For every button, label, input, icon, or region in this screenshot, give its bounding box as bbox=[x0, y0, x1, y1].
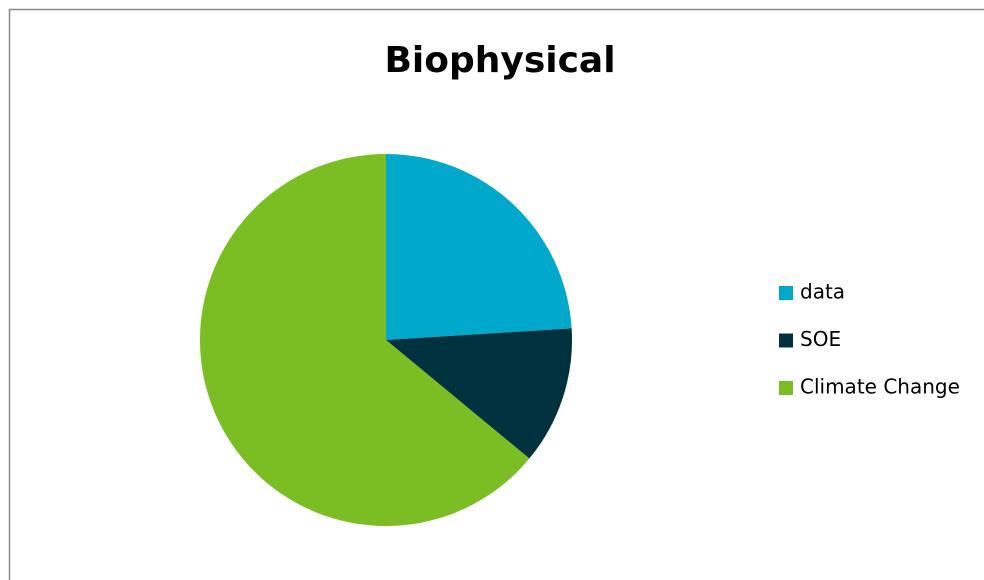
pie-slice bbox=[200, 154, 530, 526]
legend-swatch bbox=[779, 381, 793, 395]
pie-slice bbox=[386, 328, 572, 459]
legend-label: SOE bbox=[800, 327, 841, 351]
legend-swatch bbox=[779, 333, 793, 348]
legend-label: data bbox=[800, 280, 845, 304]
chart-title: Biophysical bbox=[384, 40, 615, 81]
legend-swatch bbox=[779, 286, 793, 300]
legend-label: Climate Change bbox=[800, 375, 960, 399]
pie-slice bbox=[386, 154, 572, 340]
